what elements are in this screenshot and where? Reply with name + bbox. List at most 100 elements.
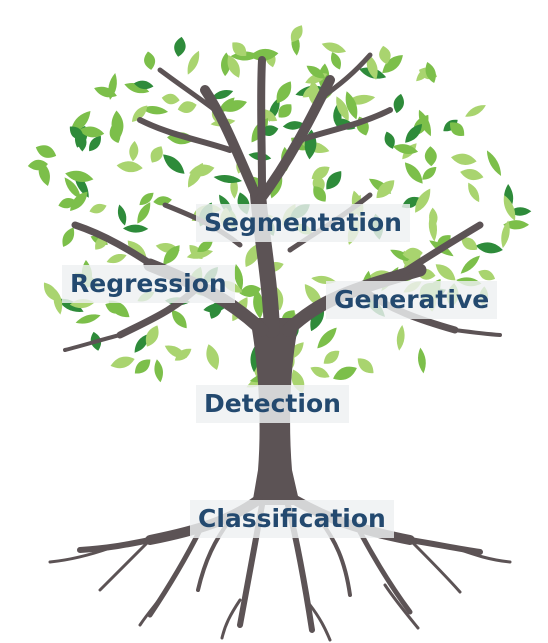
leaf (129, 140, 139, 162)
leaf (460, 255, 480, 274)
root (408, 538, 462, 594)
leaf (450, 122, 465, 136)
leaf (144, 51, 156, 70)
leaf (390, 249, 413, 262)
leaf (227, 55, 240, 78)
leaf (186, 249, 214, 259)
leaf (70, 191, 88, 211)
leaf (220, 100, 247, 112)
branch (315, 52, 373, 103)
leaf (276, 81, 292, 104)
leaf (75, 314, 101, 324)
leaf (290, 25, 303, 43)
leaf (310, 366, 330, 378)
leaf (177, 101, 197, 113)
label-regression: Regression (62, 265, 235, 303)
leaf (333, 366, 357, 380)
leaf (321, 42, 347, 53)
leaf (232, 42, 247, 57)
leaf (418, 347, 426, 374)
branch (396, 221, 484, 279)
leaf (302, 86, 318, 98)
leaf (206, 344, 219, 370)
leaf (461, 237, 478, 250)
root (308, 603, 332, 642)
leaf (382, 55, 403, 74)
root (453, 546, 512, 564)
leaf (105, 302, 122, 314)
leaf (187, 50, 200, 75)
leaf (150, 146, 163, 163)
leaf (422, 167, 437, 180)
leaf (486, 150, 502, 176)
branch (297, 107, 393, 143)
branch (200, 85, 263, 205)
root (383, 583, 420, 630)
branch (257, 56, 266, 194)
leaf (379, 45, 391, 65)
leaf (189, 164, 215, 177)
leaf (404, 162, 423, 184)
leaf (306, 65, 326, 79)
leaf (53, 289, 63, 315)
label-generative: Generative (326, 281, 498, 319)
leaf (141, 106, 169, 115)
leaf (89, 135, 101, 152)
leaf (65, 170, 94, 183)
label-detection: Detection (196, 385, 349, 423)
leaf (418, 109, 431, 137)
leaf (405, 124, 423, 143)
branch (137, 117, 233, 153)
leaf (111, 110, 124, 140)
leaf (124, 83, 150, 94)
leaf (345, 91, 358, 120)
leaf (278, 104, 292, 118)
leaf (450, 153, 477, 165)
root (98, 538, 152, 592)
root (77, 537, 153, 553)
leaf (503, 220, 530, 230)
leaf (501, 220, 510, 249)
leaf (62, 227, 75, 247)
leaf (106, 254, 127, 264)
leaf (35, 145, 57, 158)
leaf (313, 186, 326, 202)
leaf (64, 177, 81, 200)
root (357, 529, 413, 615)
leaf (122, 224, 149, 233)
leaf (396, 324, 405, 351)
leaf (424, 146, 437, 167)
leaf (131, 105, 148, 122)
leaf (336, 96, 349, 122)
leaf (249, 48, 279, 61)
leaf (163, 245, 180, 265)
leaf (116, 161, 143, 173)
label-segmentation: Segmentation (196, 204, 410, 242)
leaf (475, 242, 503, 254)
leaf (429, 207, 438, 228)
leaf (478, 269, 496, 281)
leaf (234, 264, 244, 291)
label-classification: Classification (190, 500, 394, 538)
leaf (323, 350, 340, 364)
leaf (117, 204, 127, 226)
leaf (154, 359, 163, 383)
leaf (139, 192, 154, 206)
leaf (392, 144, 419, 155)
leaf (211, 90, 234, 100)
leaf (161, 93, 180, 105)
leaf (213, 174, 242, 184)
leaf (197, 240, 213, 253)
root (138, 583, 172, 627)
leaf (145, 325, 159, 347)
leaf (460, 169, 484, 181)
leaf (393, 93, 404, 114)
leaf (465, 105, 486, 117)
root (48, 546, 112, 564)
leaf (384, 131, 395, 149)
root (407, 537, 483, 555)
leaf (134, 359, 151, 374)
leaf (134, 333, 149, 353)
